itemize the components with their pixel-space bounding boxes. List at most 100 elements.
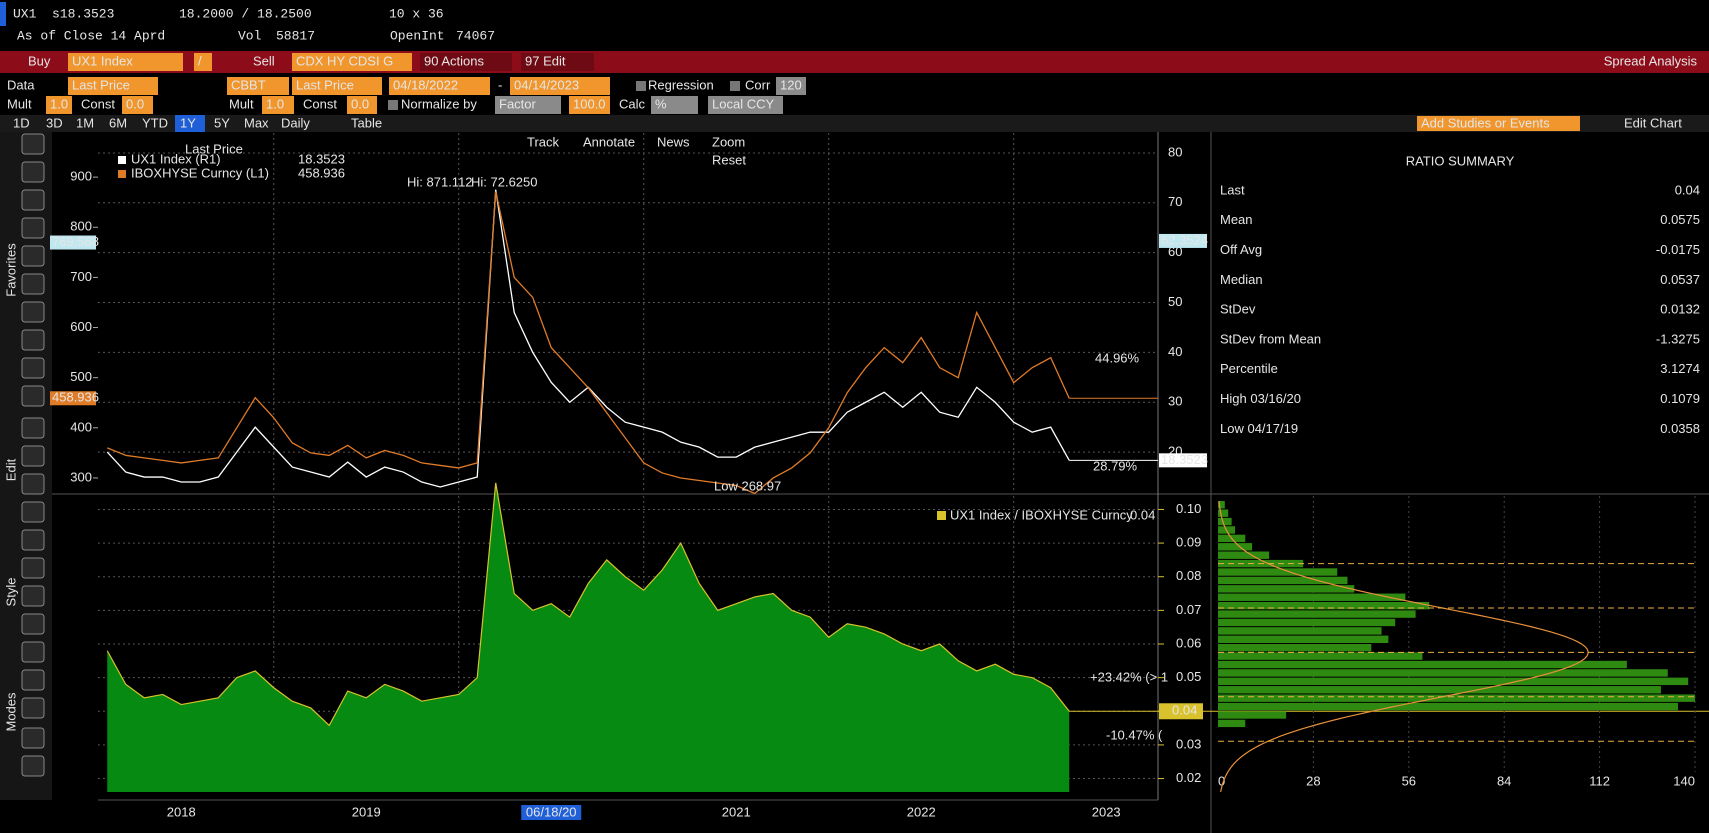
field[interactable]: 100.0 — [573, 96, 606, 111]
studies[interactable]: Add Studies or Events — [1421, 115, 1550, 130]
checkbox[interactable] — [388, 100, 398, 110]
summary-label: StDev — [1220, 302, 1256, 317]
period[interactable]: YTD — [142, 115, 168, 130]
period[interactable]: 5Y — [214, 115, 230, 130]
field[interactable]: 04/18/2022 — [393, 77, 458, 92]
annotation: +23.42% (> 1 — [1090, 669, 1168, 684]
button-box[interactable] — [420, 53, 512, 71]
grey-box[interactable] — [495, 96, 561, 114]
tool-icon[interactable] — [21, 755, 45, 777]
summary-label: Median — [1220, 272, 1263, 287]
tool-icon[interactable] — [21, 613, 45, 635]
grey[interactable]: % — [655, 96, 667, 111]
period[interactable]: 1Y — [180, 115, 196, 130]
tool-icon[interactable] — [21, 445, 45, 467]
edit-chart[interactable]: Edit Chart — [1624, 115, 1682, 130]
chart-tool[interactable]: Track — [527, 134, 560, 149]
field[interactable]: UX1 Index — [72, 53, 133, 68]
field[interactable]: 1.0 — [50, 96, 68, 111]
tool-icon[interactable] — [21, 161, 45, 183]
y-tick-label: 0.07 — [1176, 602, 1201, 617]
period[interactable]: Table — [351, 115, 382, 130]
field[interactable]: 04/14/2023 — [514, 77, 579, 92]
tool-icon[interactable] — [21, 301, 45, 323]
x-tick-label: 2019 — [352, 804, 381, 819]
button-box[interactable] — [521, 53, 594, 71]
field-box[interactable] — [46, 96, 72, 114]
grey-box[interactable] — [776, 77, 806, 95]
field-box[interactable] — [292, 53, 412, 71]
tool-icon[interactable] — [21, 529, 45, 551]
field-box[interactable] — [122, 96, 153, 114]
label: Corr — [745, 77, 771, 92]
field-box[interactable] — [569, 96, 610, 114]
grey[interactable]: Local CCY — [712, 96, 774, 111]
period[interactable]: 1M — [76, 115, 94, 130]
period[interactable]: 1D — [13, 115, 30, 130]
summary-label: Low 04/17/19 — [1220, 421, 1298, 436]
tool-icon[interactable] — [21, 417, 45, 439]
y-tick-label: 0.08 — [1176, 568, 1201, 583]
period[interactable]: 3D — [46, 115, 63, 130]
field-box[interactable] — [68, 77, 158, 95]
tool-icon[interactable] — [21, 641, 45, 663]
histogram-bar — [1218, 543, 1253, 551]
period[interactable]: Daily — [281, 115, 310, 130]
field-box[interactable] — [68, 53, 183, 71]
period[interactable]: Max — [244, 115, 269, 130]
checkbox[interactable] — [730, 81, 740, 91]
tool-icon[interactable] — [21, 697, 45, 719]
field-box[interactable] — [347, 96, 377, 114]
grey-box[interactable] — [708, 96, 783, 114]
field-box[interactable] — [262, 96, 294, 114]
tool-icon[interactable] — [21, 727, 45, 749]
field-box[interactable] — [227, 77, 289, 95]
button[interactable]: 90 Actions — [424, 53, 484, 68]
histogram-bar — [1218, 652, 1423, 660]
tool-icon[interactable] — [21, 385, 45, 407]
chart-tool[interactable]: Reset — [712, 152, 746, 167]
summary-value: 0.0575 — [1660, 212, 1700, 227]
tool-icon[interactable] — [21, 357, 45, 379]
chart-tool[interactable]: Annotate — [583, 134, 635, 149]
tool-icon[interactable] — [21, 245, 45, 267]
chart-tool[interactable]: Zoom — [712, 134, 745, 149]
tool-icon[interactable] — [21, 189, 45, 211]
field[interactable]: 0.0 — [126, 96, 144, 111]
tool-icon[interactable] — [21, 585, 45, 607]
tool-icon[interactable] — [21, 669, 45, 691]
histogram-bar — [1218, 568, 1338, 576]
button[interactable]: 97 Edit — [525, 53, 566, 68]
chart-tool[interactable]: News — [657, 134, 690, 149]
tool-icon[interactable] — [21, 273, 45, 295]
field-box[interactable] — [389, 77, 490, 95]
field[interactable]: Last Price — [72, 77, 130, 92]
tool-icon[interactable] — [21, 217, 45, 239]
field[interactable]: CDX HY CDSI G — [296, 53, 393, 68]
grey[interactable]: Factor — [499, 96, 537, 111]
grey[interactable]: 120 — [780, 77, 802, 92]
series-line — [107, 191, 1070, 495]
series-line — [106, 482, 1070, 727]
legend-swatch — [118, 170, 126, 178]
tool-icon[interactable] — [21, 501, 45, 523]
tool-icon[interactable] — [21, 133, 45, 155]
field-box[interactable] — [194, 53, 212, 71]
checkbox[interactable] — [636, 81, 646, 91]
histogram-bar — [1218, 635, 1389, 643]
field-box[interactable] — [510, 77, 610, 95]
tool-icon[interactable] — [21, 329, 45, 351]
studies-box[interactable] — [1417, 116, 1580, 131]
field[interactable]: Last Price — [296, 77, 354, 92]
tool-icon[interactable] — [21, 473, 45, 495]
grey-box[interactable] — [651, 96, 698, 114]
tool-icon[interactable] — [21, 557, 45, 579]
field[interactable]: CBBT — [231, 77, 266, 92]
field[interactable]: / — [198, 53, 202, 68]
period[interactable]: 6M — [109, 115, 127, 130]
field[interactable]: 1.0 — [266, 96, 284, 111]
field-box[interactable] — [292, 77, 382, 95]
label: Const — [81, 96, 115, 111]
field[interactable]: 0.0 — [351, 96, 369, 111]
